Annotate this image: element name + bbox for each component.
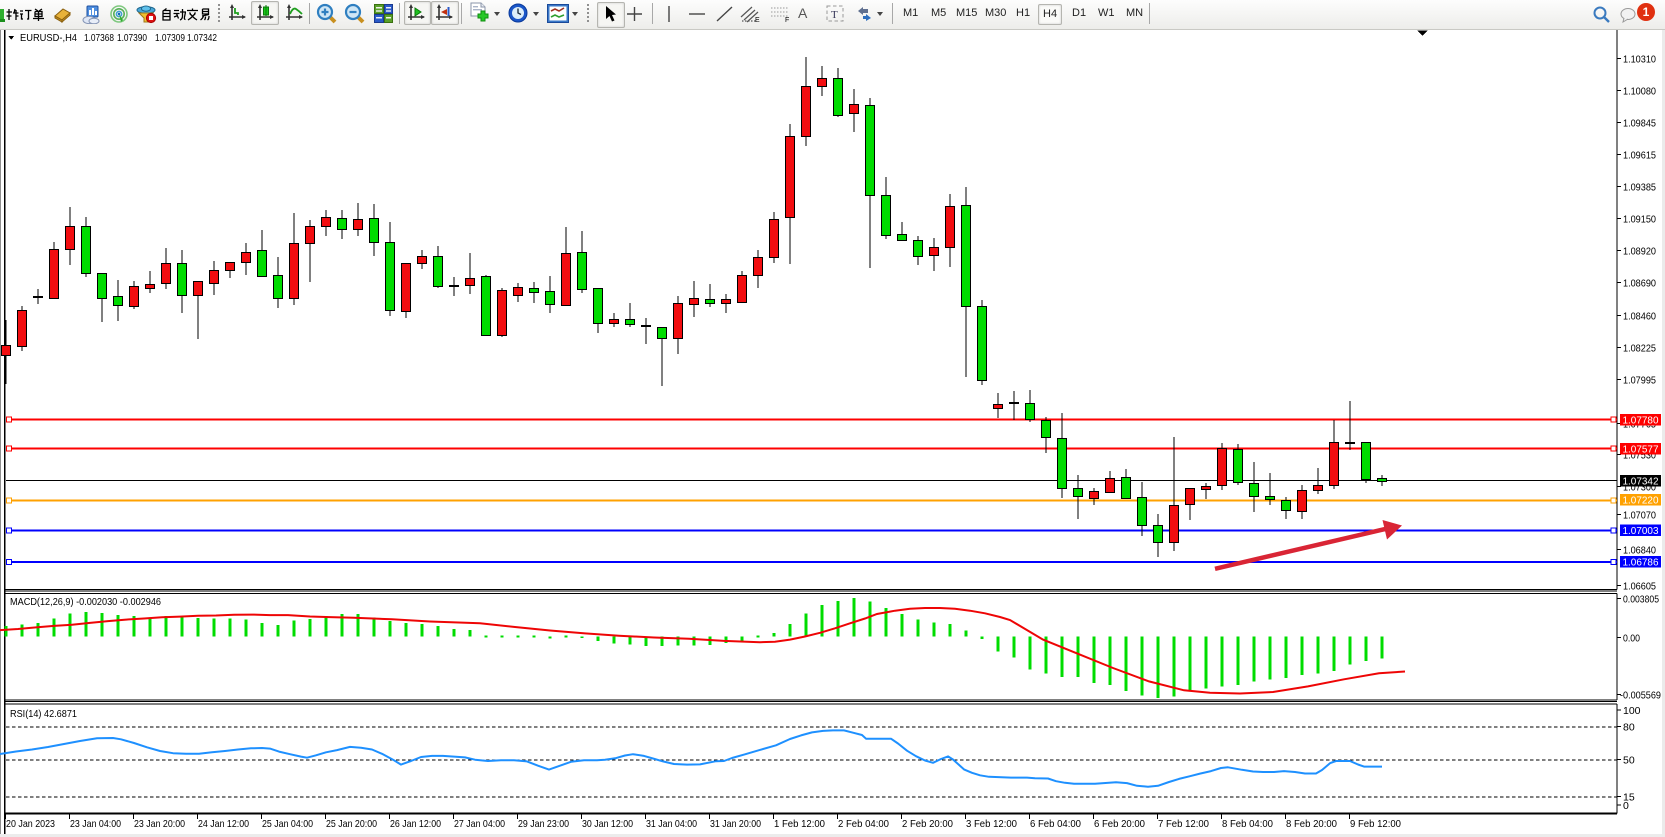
svg-text:1.07995: 1.07995	[1623, 375, 1656, 387]
svg-text:0: 0	[1623, 800, 1629, 812]
svg-text:23 Jan 04:00: 23 Jan 04:00	[70, 818, 121, 830]
svg-text:EURUSD-,H4: EURUSD-,H4	[20, 32, 77, 44]
svg-text:8 Feb 20:00: 8 Feb 20:00	[1286, 818, 1337, 830]
svg-text:8 Feb 04:00: 8 Feb 04:00	[1222, 818, 1273, 830]
svg-text:1.07342: 1.07342	[1623, 475, 1659, 487]
svg-text:31 Jan 20:00: 31 Jan 20:00	[710, 818, 761, 830]
svg-text:1.09845: 1.09845	[1623, 118, 1656, 130]
svg-text:1.08690: 1.08690	[1623, 278, 1656, 290]
svg-text:E: E	[755, 17, 760, 23]
svg-text:0.003805: 0.003805	[1623, 594, 1659, 606]
svg-text:29 Jan 23:00: 29 Jan 23:00	[518, 818, 569, 830]
svg-text:1.07070: 1.07070	[1623, 510, 1656, 522]
svg-text:1.06786: 1.06786	[1623, 556, 1659, 568]
svg-text:100: 100	[1623, 705, 1641, 717]
svg-text:MACD(12,26,9) -0.002030 -0.002: MACD(12,26,9) -0.002030 -0.002946	[10, 596, 161, 608]
svg-text:1.08460: 1.08460	[1623, 311, 1656, 323]
svg-text:1.07390: 1.07390	[117, 32, 147, 44]
svg-text:1.09150: 1.09150	[1623, 214, 1656, 226]
svg-text:31 Jan 04:00: 31 Jan 04:00	[646, 818, 697, 830]
svg-text:6 Feb 04:00: 6 Feb 04:00	[1030, 818, 1081, 830]
svg-text:7 Feb 12:00: 7 Feb 12:00	[1158, 818, 1209, 830]
svg-text:24 Jan 12:00: 24 Jan 12:00	[198, 818, 249, 830]
svg-text:3 Feb 12:00: 3 Feb 12:00	[966, 818, 1017, 830]
svg-text:9 Feb 12:00: 9 Feb 12:00	[1350, 818, 1401, 830]
svg-text:26 Jan 12:00: 26 Jan 12:00	[390, 818, 441, 830]
svg-text:80: 80	[1623, 722, 1635, 734]
svg-text:1.10310: 1.10310	[1623, 54, 1656, 66]
svg-text:T: T	[831, 9, 838, 21]
svg-text:1.07577: 1.07577	[1623, 443, 1659, 455]
svg-text:RSI(14) 42.6871: RSI(14) 42.6871	[10, 708, 77, 720]
svg-text:1.07342: 1.07342	[187, 32, 217, 44]
svg-text:1.07780: 1.07780	[1623, 414, 1659, 426]
svg-text:1.07309: 1.07309	[155, 32, 185, 44]
svg-text:1.06840: 1.06840	[1623, 545, 1656, 557]
svg-text:1.09615: 1.09615	[1623, 150, 1656, 162]
svg-text:27 Jan 04:00: 27 Jan 04:00	[454, 818, 505, 830]
svg-text:1.07368: 1.07368	[84, 32, 114, 44]
svg-text:50: 50	[1623, 755, 1635, 767]
svg-text:15: 15	[1623, 792, 1635, 804]
svg-text:30 Jan 12:00: 30 Jan 12:00	[582, 818, 633, 830]
svg-text:25 Jan 20:00: 25 Jan 20:00	[326, 818, 377, 830]
svg-text:6 Feb 20:00: 6 Feb 20:00	[1094, 818, 1145, 830]
svg-text:2 Feb 04:00: 2 Feb 04:00	[838, 818, 889, 830]
svg-text:1.08920: 1.08920	[1623, 246, 1656, 258]
svg-text:0.00: 0.00	[1623, 633, 1640, 645]
svg-text:1.09385: 1.09385	[1623, 182, 1656, 194]
svg-text:-0.005569: -0.005569	[1620, 690, 1661, 702]
svg-text:1.07220: 1.07220	[1623, 494, 1659, 506]
svg-text:25 Jan 04:00: 25 Jan 04:00	[262, 818, 313, 830]
svg-text:1.07003: 1.07003	[1623, 525, 1659, 537]
svg-text:2 Feb 20:00: 2 Feb 20:00	[902, 818, 953, 830]
svg-text:23 Jan 20:00: 23 Jan 20:00	[134, 818, 185, 830]
svg-text:1.06605: 1.06605	[1623, 581, 1656, 593]
svg-text:1 Feb 12:00: 1 Feb 12:00	[774, 818, 825, 830]
svg-text:1.10080: 1.10080	[1623, 86, 1656, 98]
svg-text:20 Jan 2023: 20 Jan 2023	[6, 818, 55, 830]
svg-text:F: F	[785, 17, 789, 23]
svg-text:1.08225: 1.08225	[1623, 343, 1656, 355]
